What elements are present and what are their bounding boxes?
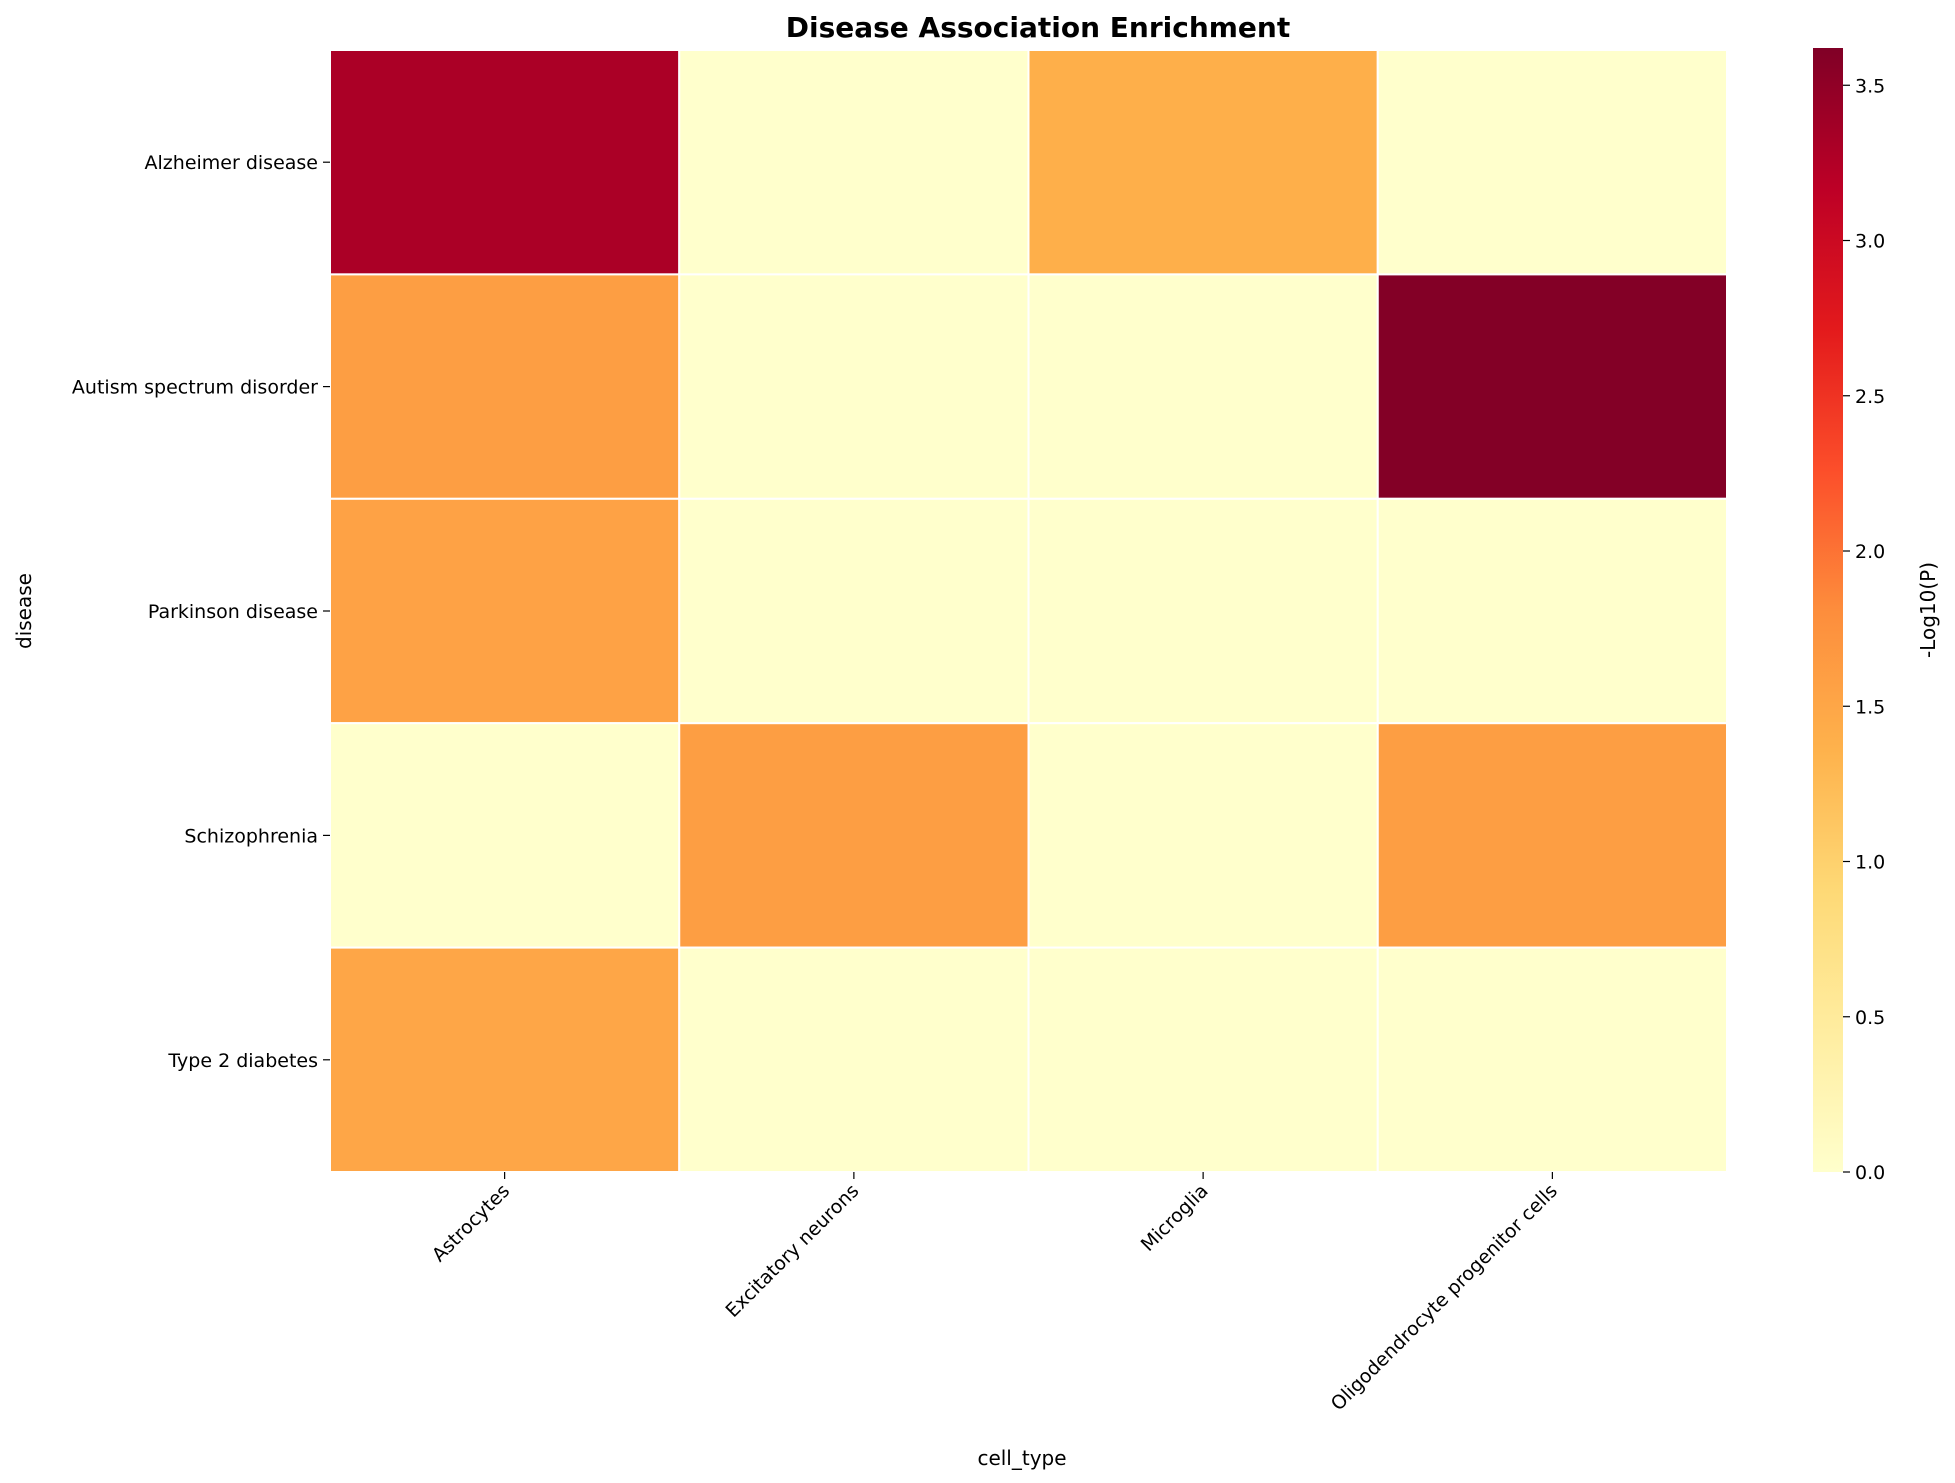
heatmap-cell xyxy=(329,946,681,1173)
heatmap-cell xyxy=(1376,273,1728,500)
heatmap-cell xyxy=(329,49,681,276)
colorbar-tick-label: 3.5 xyxy=(1855,75,1885,97)
heatmap-cells xyxy=(329,49,1728,1173)
colorbar-tick-label: 1.0 xyxy=(1855,852,1885,874)
heatmap-cell xyxy=(678,497,1030,725)
heatmap-cell xyxy=(329,497,681,725)
heatmap-cell xyxy=(329,722,681,949)
heatmap-cell xyxy=(1376,946,1728,1173)
y-tick-label: Schizophrenia xyxy=(184,825,318,847)
colorbar-tick-label: 2.5 xyxy=(1855,386,1885,408)
y-axis-label: disease xyxy=(12,573,36,649)
chart-title: Disease Association Enrichment xyxy=(786,11,1291,44)
heatmap-cell xyxy=(678,273,1030,500)
x-axis-label: cell_type xyxy=(977,1446,1066,1470)
x-axis-ticks: Astrocytes Excitatory neurons Microglia Oli… xyxy=(428,1172,1562,1415)
y-tick-label: Alzheimer disease xyxy=(145,152,318,174)
colorbar xyxy=(1813,48,1843,1172)
colorbar-tick-label: 2.0 xyxy=(1855,541,1885,563)
heatmap-cell xyxy=(1376,722,1728,949)
y-axis-ticks: Alzheimer disease Autism spectrum disorde… xyxy=(72,152,330,1072)
y-tick-label: Type 2 diabetes xyxy=(167,1050,318,1072)
colorbar-tick-label: 0.0 xyxy=(1855,1162,1885,1184)
y-tick-label: Autism spectrum disorder xyxy=(72,377,318,399)
heatmap-cell xyxy=(329,273,681,500)
x-tick-label: Microglia xyxy=(1137,1180,1213,1256)
x-tick-label: Oligodendrocyte progenitor cells xyxy=(1327,1180,1562,1415)
colorbar-label: -Log10(P) xyxy=(1916,562,1940,658)
heatmap-cell xyxy=(678,946,1030,1173)
heatmap-cell xyxy=(1376,49,1728,276)
heatmap-cell xyxy=(678,49,1030,276)
colorbar-tick-label: 3.0 xyxy=(1855,231,1885,253)
heatmap-cell xyxy=(1027,722,1379,949)
x-tick-label: Astrocytes xyxy=(428,1180,514,1266)
heatmap-cell xyxy=(1027,946,1379,1173)
colorbar-tick-label: 0.5 xyxy=(1855,1007,1885,1029)
colorbar-ticks: 0.0 0.5 1.0 1.5 2.0 2.5 3.0 3.5 xyxy=(1843,75,1885,1184)
colorbar-tick-label: 1.5 xyxy=(1855,696,1885,718)
heatmap-cell xyxy=(678,722,1030,949)
heatmap-cell xyxy=(1027,49,1379,276)
heatmap-cell xyxy=(1027,497,1379,725)
heatmap-cell xyxy=(1376,497,1728,725)
x-tick-label: Excitatory neurons xyxy=(722,1180,864,1322)
heatmap-cell xyxy=(1027,273,1379,500)
y-tick-label: Parkinson disease xyxy=(148,601,318,623)
